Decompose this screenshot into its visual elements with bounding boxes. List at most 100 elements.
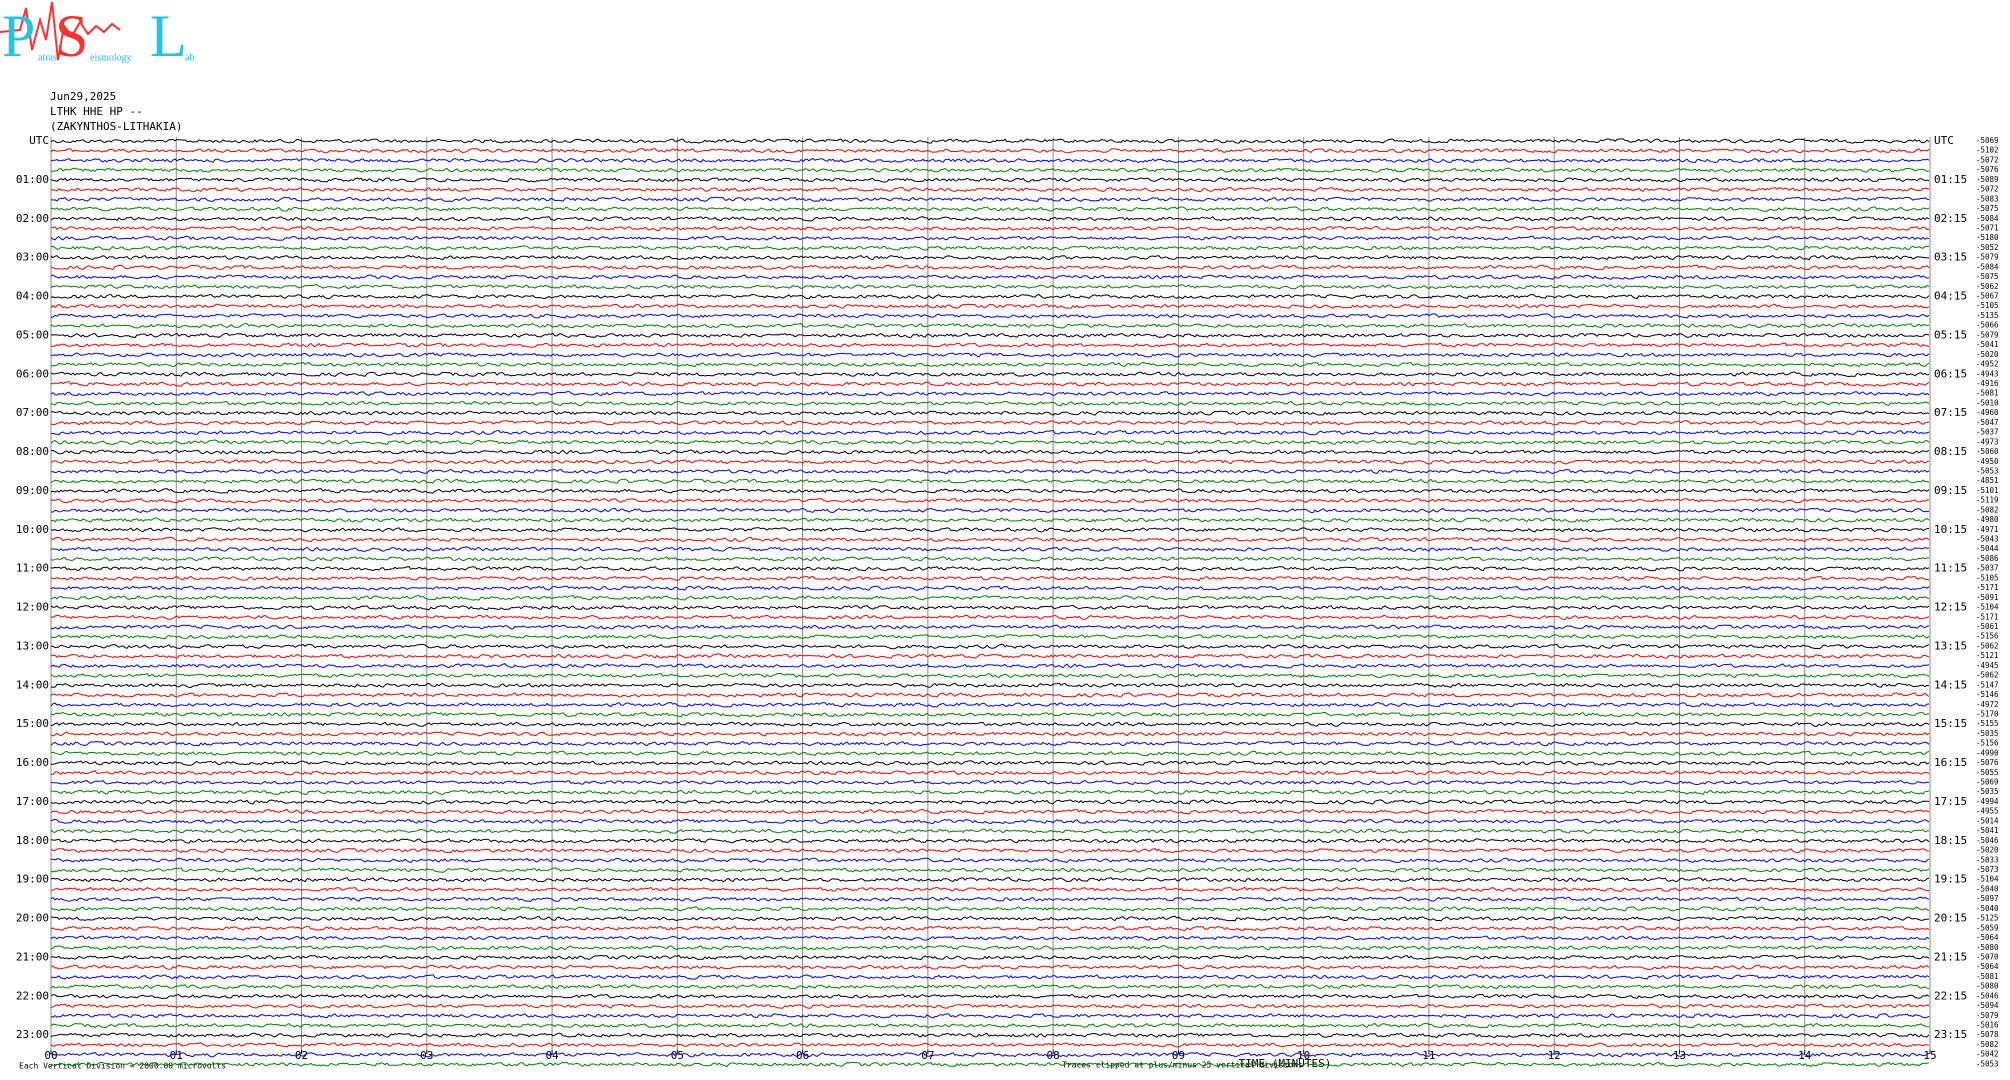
hour-label: 14:00 [16,678,49,691]
x-tick-label: 06 [796,1049,809,1062]
row-mean: -5061 [1976,622,1999,631]
row-mean: -5041 [1976,340,1999,349]
hour-end-label: 16:15 [1934,756,1967,769]
logo-word: ab [185,52,194,63]
trace [50,838,1930,844]
logo-letter: P [2,3,35,69]
hour-end-label: 06:15 [1934,367,1967,380]
hour-label: 09:00 [16,484,49,497]
trace [50,925,1930,932]
trace [50,750,1930,757]
trace [50,225,1930,232]
row-mean: -5102 [1976,146,1999,155]
station: LTHK HHE HP -- [50,105,143,118]
row-mean: -5053 [1976,466,1999,475]
trace [50,1032,1930,1038]
trace [50,614,1930,621]
row-mean: -5066 [1976,321,1999,330]
trace [50,740,1930,747]
trace [50,215,1930,222]
row-mean: -5040 [1976,884,1999,893]
hour-label: 05:00 [16,328,49,341]
row-mean: -5135 [1976,311,1999,320]
hour-label: 16:00 [16,756,49,769]
trace [50,983,1930,990]
hour-label: 04:00 [16,290,49,303]
trace [50,206,1930,212]
row-mean: -5104 [1976,875,1999,884]
trace [50,497,1930,504]
row-mean: -5047 [1976,418,1999,427]
row-mean: -5180 [1976,233,1999,242]
scale-note: Each Vertical Division = 2000.00 microvo… [19,1062,226,1071]
trace [50,799,1930,805]
row-mean: -5040 [1976,904,1999,913]
x-tick-label: 01 [170,1049,183,1062]
row-mean: -5062 [1976,282,1999,291]
trace [50,488,1930,494]
row-mean: -5091 [1976,593,1999,602]
trace [51,313,1930,319]
x-tick-label: 00 [44,1049,57,1062]
hour-label: 15:00 [16,717,49,730]
hour-label: UTC [29,134,49,147]
trace [50,361,1930,368]
row-mean: -5147 [1976,680,1999,689]
trace [50,196,1930,202]
row-mean: -4980 [1976,515,1999,524]
hour-label: 02:00 [16,212,49,225]
row-mean: -4990 [1976,748,1999,757]
row-mean: -5060 [1976,447,1999,456]
trace [50,964,1930,971]
row-mean: -5079 [1976,330,1999,339]
trace [51,857,1930,863]
hour-label: 23:00 [16,1028,49,1041]
hour-label: 18:00 [16,834,49,847]
trace [50,147,1930,154]
trace [50,332,1930,339]
trace [50,546,1930,552]
row-mean: -5069 [1976,778,1999,787]
row-mean: -5097 [1976,894,1999,903]
row-mean: -5094 [1976,1001,1999,1010]
row-mean: -5078 [1976,1030,1999,1039]
row-mean: -5081 [1976,972,1999,981]
trace [50,1022,1930,1029]
hour-end-label: 23:15 [1934,1028,1967,1041]
row-mean: -5044 [1976,544,1999,553]
trace [50,1003,1930,1009]
row-mean: -4960 [1976,408,1999,417]
trace [50,400,1930,407]
trace [50,653,1930,659]
row-mean: -4971 [1976,525,1999,534]
hour-label: 10:00 [16,523,49,536]
trace [50,167,1930,173]
location: (ZAKYNTHOS-LITHAKIA) [50,120,182,133]
hour-end-label: 05:15 [1934,328,1967,341]
trace [50,255,1930,261]
trace [50,410,1930,416]
logo-word: atras [38,52,57,63]
trace [50,468,1930,475]
trace [50,672,1930,679]
trace [50,157,1930,164]
hour-end-label: 03:15 [1934,251,1967,264]
hour-end-label: 15:15 [1934,717,1967,730]
hour-end-label: 21:15 [1934,950,1967,963]
logo-wave [0,1,121,61]
row-mean: -5121 [1976,651,1999,660]
trace [50,915,1930,922]
trace [50,459,1930,465]
row-mean: -5046 [1976,836,1999,845]
trace [50,643,1930,650]
row-mean: -5079 [1976,253,1999,262]
row-mean: -5064 [1976,962,1999,971]
hour-end-label: 01:15 [1934,173,1967,186]
hour-label: 01:00 [16,173,49,186]
row-mean: -5105 [1976,301,1999,310]
row-mean: -4943 [1976,369,1999,378]
row-mean: -5046 [1976,991,1999,1000]
row-mean: -5072 [1976,155,1999,164]
row-mean: -4955 [1976,807,1999,816]
